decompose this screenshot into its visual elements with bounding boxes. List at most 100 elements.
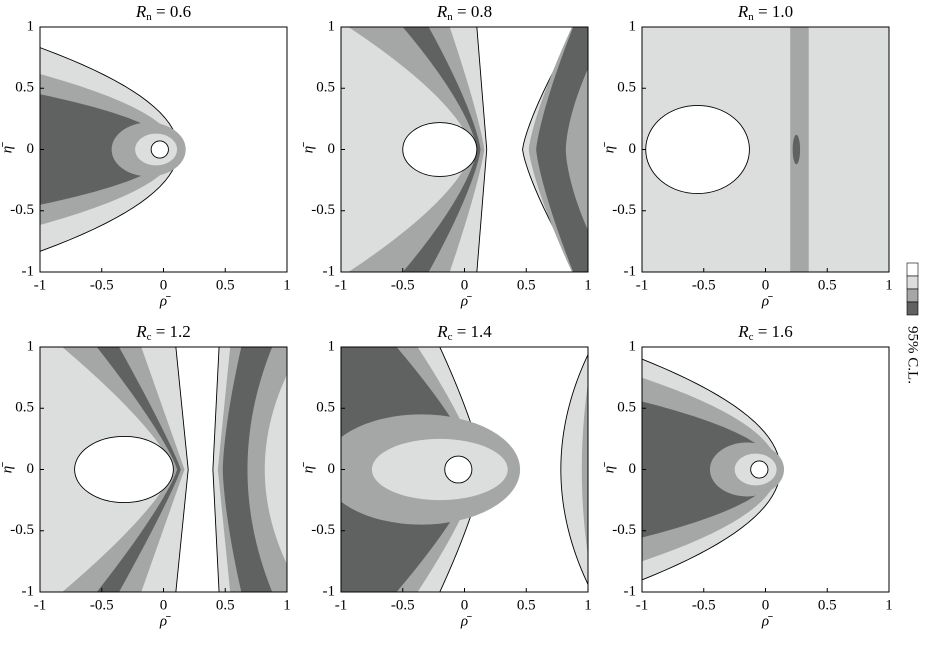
x-tick-label: 0	[762, 277, 770, 293]
x-tick-label: 0	[762, 597, 770, 613]
x-tick-label: -1	[335, 597, 348, 613]
plot-area	[341, 27, 588, 272]
y-tick-label: 0	[328, 141, 336, 157]
x-tick-label: -0.5	[692, 597, 716, 613]
x-tick-label: 0.5	[818, 597, 837, 613]
contour-region	[444, 455, 473, 484]
x-tick-label: 0.5	[216, 277, 235, 293]
panel: -1 -0.5 0 0.5 1 -1 -0.5 0 0.5 1 ρ̄ η̄ Rc = 1.6	[601, 322, 892, 630]
y-tick-label: 0.5	[617, 80, 636, 96]
x-tick-label: 1	[283, 597, 291, 613]
y-tick-label: 0.5	[15, 80, 34, 96]
panel-title: Rn = 1.0	[737, 2, 793, 23]
title-subscript: c	[749, 331, 754, 343]
y-axis-label: η̄	[300, 462, 316, 473]
x-axis-label: ρ̄	[761, 613, 773, 629]
x-tick-label: -0.5	[391, 277, 415, 293]
x-tick-label: 0	[461, 597, 469, 613]
colorbar-label: 95% C.L.	[905, 326, 921, 384]
title-symbol: R	[135, 322, 147, 341]
title-subscript: n	[447, 11, 453, 23]
contour-outline	[476, 27, 488, 272]
y-tick-label: -0.5	[311, 522, 335, 538]
contour-region	[581, 382, 588, 557]
y-tick-label: -1	[22, 263, 35, 279]
panel: -1 -0.5 0 0.5 1 -1 -0.5 0 0.5 1 ρ̄ η̄ Rc = 1.4	[300, 322, 592, 630]
colorbar-swatch	[906, 262, 919, 277]
x-tick-label: 1	[885, 277, 893, 293]
y-tick-label: 1	[629, 18, 637, 34]
title-symbol: R	[737, 322, 749, 341]
y-tick-label: -0.5	[612, 202, 636, 218]
panel: -1 -0.5 0 0.5 1 -1 -0.5 0 0.5 1 ρ̄ η̄ Rn = 0.8	[300, 2, 591, 310]
y-tick-label: 0	[629, 141, 637, 157]
y-axis-label: η̄	[0, 462, 15, 473]
y-tick-label: -0.5	[612, 522, 636, 538]
contour-region	[642, 401, 776, 538]
title-symbol: R	[737, 2, 749, 21]
y-tick-label: 0	[328, 461, 336, 477]
x-tick-label: 0	[160, 277, 168, 293]
y-tick-label: 0.5	[617, 400, 636, 416]
title-subscript: c	[448, 331, 453, 343]
panel-title: Rn = 0.8	[436, 2, 492, 23]
title-rest: = 1.0	[754, 2, 793, 21]
colorbar-swatch	[906, 275, 919, 290]
y-tick-label: -1	[624, 263, 637, 279]
title-symbol: R	[436, 322, 448, 341]
x-tick-label: -1	[636, 597, 649, 613]
y-tick-label: -1	[624, 583, 637, 599]
contour-region	[645, 104, 750, 195]
x-tick-label: -1	[34, 277, 47, 293]
contour-region	[792, 134, 801, 165]
x-tick-label: -0.5	[90, 597, 114, 613]
y-tick-label: -0.5	[311, 202, 335, 218]
x-axis-label: ρ̄	[159, 613, 171, 629]
y-tick-label: 0	[27, 461, 35, 477]
plot-area	[642, 347, 889, 592]
colorbar-swatch	[906, 301, 919, 316]
colorbar: 95% C.L.	[905, 262, 921, 384]
panel: -1 -0.5 0 0.5 1 -1 -0.5 0 0.5 1 ρ̄ η̄ Rn = 0.6	[0, 2, 291, 310]
y-tick-label: 0.5	[316, 400, 335, 416]
contour-region	[371, 438, 508, 501]
y-axis-label: η̄	[601, 462, 617, 473]
contour-region	[565, 68, 588, 231]
title-subscript: n	[748, 11, 754, 23]
contour-region	[402, 122, 478, 177]
contour-region	[150, 140, 169, 159]
y-tick-label: -0.5	[10, 522, 34, 538]
plot-area	[341, 347, 588, 592]
y-tick-label: 1	[27, 18, 35, 34]
x-tick-label: 0.5	[517, 277, 536, 293]
x-axis-label: ρ̄	[761, 293, 773, 309]
y-tick-label: 1	[328, 338, 336, 354]
contour-outline	[175, 347, 189, 592]
panel-title: Rn = 0.6	[135, 2, 191, 23]
title-symbol: R	[436, 2, 448, 21]
title-rest: = 1.6	[753, 322, 792, 341]
contour-region	[536, 27, 588, 272]
title-symbol: R	[135, 2, 147, 21]
y-tick-label: -1	[323, 583, 336, 599]
y-tick-label: 1	[27, 338, 35, 354]
x-tick-label: 0.5	[517, 597, 536, 613]
x-tick-label: -0.5	[90, 277, 114, 293]
x-tick-label: 1	[584, 597, 592, 613]
title-rest: = 0.8	[453, 2, 492, 21]
y-axis-label: η̄	[0, 142, 15, 153]
x-tick-label: 1	[283, 277, 291, 293]
y-tick-label: 1	[328, 18, 336, 34]
x-tick-label: -0.5	[692, 277, 716, 293]
y-tick-label: -1	[22, 583, 35, 599]
y-tick-label: -0.5	[10, 202, 34, 218]
x-tick-label: 0	[461, 277, 469, 293]
y-tick-label: 0.5	[15, 400, 34, 416]
y-axis-label: η̄	[601, 142, 617, 153]
x-tick-label: -1	[335, 277, 348, 293]
panel-title: Rc = 1.6	[737, 322, 793, 343]
title-rest: = 1.4	[452, 322, 492, 341]
y-tick-label: 0.5	[316, 80, 335, 96]
x-tick-label: -0.5	[391, 597, 415, 613]
y-tick-label: 0	[27, 141, 35, 157]
